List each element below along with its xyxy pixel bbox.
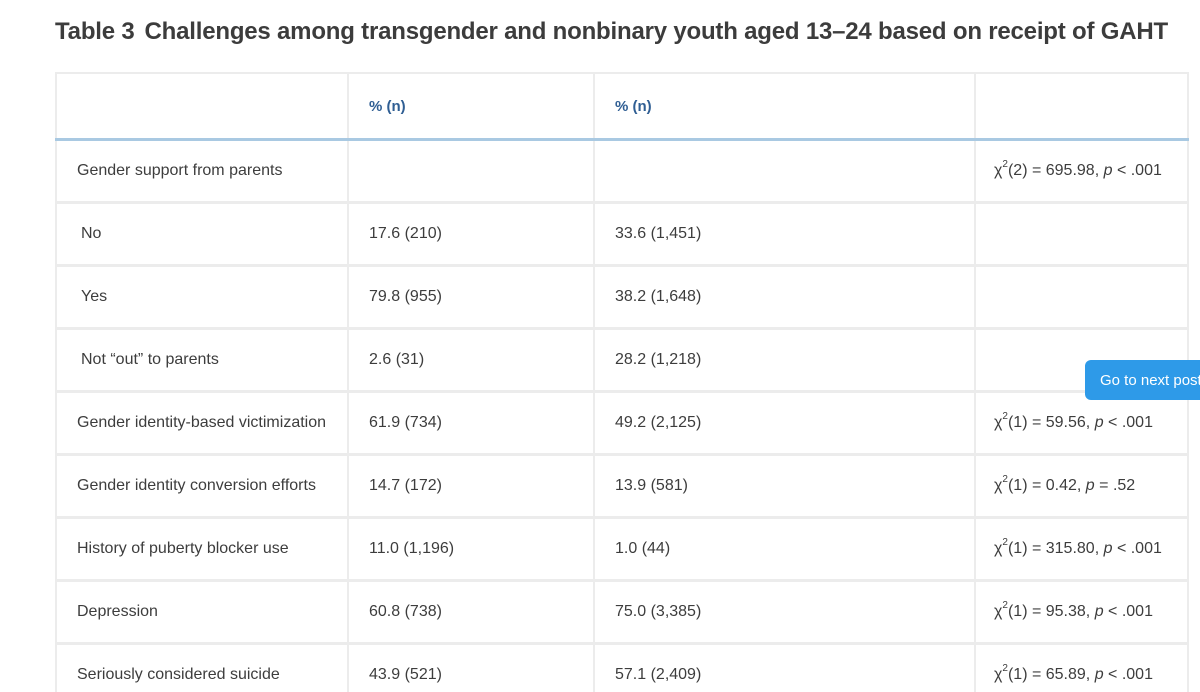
row-label: History of puberty blocker use [56,518,348,581]
data-table: % (n) % (n) Gender support from parents χ… [55,72,1189,692]
cell-not-received: 28.2 (1,218) [594,329,975,392]
cell-received: 14.7 (172) [348,455,594,518]
stat-df-value: (1) = 59.56, [1008,414,1095,431]
cell-received: 61.9 (734) [348,392,594,455]
cell-statistic: χ2(2) = 695.98, p < .001 [975,140,1188,203]
table-header-row: % (n) % (n) [56,73,1188,140]
header-cell-statistic [975,73,1188,140]
stat-p-label: p [1104,162,1113,179]
cell-received: 17.6 (210) [348,203,594,266]
stat-p-label: p [1095,414,1104,431]
go-to-next-post-button[interactable]: Go to next post [1085,360,1200,400]
row-label: No [56,203,348,266]
row-label: Yes [56,266,348,329]
stat-p-label: p [1104,540,1113,557]
header-cell-received: % (n) [348,73,594,140]
cell-not-received: 33.6 (1,451) [594,203,975,266]
row-label: Gender support from parents [56,140,348,203]
table-caption: Challenges among transgender and nonbina… [145,18,1168,45]
row-label: Gender identity conversion efforts [56,455,348,518]
cell-received: 11.0 (1,196) [348,518,594,581]
stat-p-label: p [1095,603,1104,620]
row-label: Not “out” to parents [56,329,348,392]
stat-df-value: (2) = 695.98, [1008,162,1104,179]
cell-received: 43.9 (521) [348,644,594,692]
table-number: Table 3 [55,18,135,45]
cell-statistic [975,266,1188,329]
stat-p-value: < .001 [1104,603,1153,620]
table-container: % (n) % (n) Gender support from parents χ… [55,72,1200,692]
stat-p-label: p [1086,477,1095,494]
cell-statistic: χ2(1) = 315.80, p < .001 [975,518,1188,581]
stat-p-value: < .001 [1113,540,1162,557]
cell-not-received: 13.9 (581) [594,455,975,518]
table-title: Table 3 Challenges among transgender and … [55,18,1168,46]
stat-df-value: (1) = 0.42, [1008,477,1086,494]
cell-statistic: χ2(1) = 59.56, p < .001 [975,392,1188,455]
cell-received: 2.6 (31) [348,329,594,392]
cell-not-received: 38.2 (1,648) [594,266,975,329]
cell-not-received: 49.2 (2,125) [594,392,975,455]
row-label: Gender identity-based victimization [56,392,348,455]
stat-df-value: (1) = 315.80, [1008,540,1104,557]
cell-not-received: 57.1 (2,409) [594,644,975,692]
cell-statistic [975,203,1188,266]
stat-p-value: < .001 [1104,414,1153,431]
cell-received: 60.8 (738) [348,581,594,644]
header-cell-not-received: % (n) [594,73,975,140]
cell-not-received: 75.0 (3,385) [594,581,975,644]
stat-p-value: < .001 [1113,162,1162,179]
table-body: Gender support from parents χ2(2) = 695.9… [56,140,1188,692]
cell-not-received: 1.0 (44) [594,518,975,581]
cell-statistic: χ2(1) = 95.38, p < .001 [975,581,1188,644]
row-label: Depression [56,581,348,644]
cell-received: 79.8 (955) [348,266,594,329]
header-cell-label [56,73,348,140]
table-row: Gender support from parents χ2(2) = 695.9… [56,140,1188,203]
stat-df-value: (1) = 95.38, [1008,603,1095,620]
cell-statistic: χ2(1) = 65.89, p < .001 [975,644,1188,692]
stat-p-value: = .52 [1095,477,1135,494]
cell-statistic: χ2(1) = 0.42, p = .52 [975,455,1188,518]
cell-not-received [594,140,975,203]
cell-received [348,140,594,203]
row-label: Seriously considered suicide [56,644,348,692]
